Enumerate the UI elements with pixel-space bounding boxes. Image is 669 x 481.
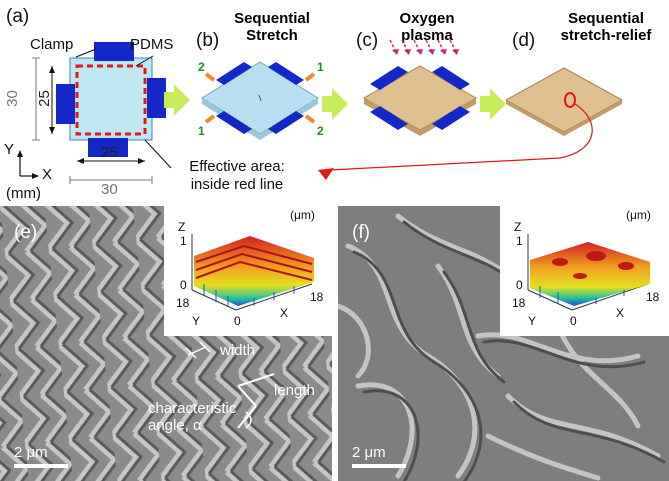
clamp-b-bottom-right (268, 111, 304, 134)
length-label: length (274, 382, 315, 399)
inset-e-z: Z (178, 220, 186, 234)
scale-label-f: 2 μm (352, 444, 386, 461)
title-oxygen-plasma: Oxygen plasma (399, 10, 455, 44)
axis-y-label: Y (4, 141, 15, 158)
angle-arm-1 (237, 385, 257, 407)
relief-schematic (318, 67, 624, 180)
sem-image-f: (f) 2 μm (338, 206, 669, 481)
inset-e-z-bottom: 0 (180, 278, 187, 292)
inset-e-y: Y (192, 314, 201, 328)
inset-f-x: X (616, 306, 625, 320)
panel-label-c: (c) (356, 30, 379, 51)
panel-label-b: (b) (196, 30, 220, 51)
arrow-number-2-bottom: 2 (317, 124, 324, 138)
surface-e (194, 236, 314, 306)
stretch-arrow-se (304, 114, 316, 124)
sem-image-e: (e) width length characteristic angle, α… (0, 206, 332, 481)
arrow-number-1-top: 1 (317, 60, 324, 74)
inset-e-unit: (μm) (290, 208, 315, 222)
angle-label: characteristic angle, α (148, 400, 237, 434)
panel-label-e: (e) (14, 222, 38, 243)
inset-f-z: Z (514, 220, 522, 234)
dim-30-vertical: 30 (3, 90, 21, 107)
oxidized-film (362, 65, 478, 131)
axis-x-label: X (42, 166, 53, 183)
clamp-c-bottom-left (370, 106, 408, 130)
clamp-b-bottom-left (216, 111, 252, 134)
clamp-b-top-right (268, 62, 304, 85)
inset-f-tick-18-right: 18 (646, 290, 660, 304)
clamp-b-top-left (216, 62, 252, 85)
zoom-leader (329, 103, 593, 171)
inset-f-tick-0: 0 (570, 314, 577, 328)
process-arrow-1 (164, 84, 190, 116)
stretch-arrow-sw (204, 114, 216, 124)
clamp-leader (75, 48, 97, 58)
process-arrow-3 (480, 88, 506, 120)
scale-bar-f (352, 464, 406, 468)
zoom-arrow-head (318, 168, 334, 180)
clamp-left (56, 84, 75, 124)
dim-25-vertical: 25 (35, 90, 53, 107)
title-sequential-stretch: Sequential Stretch (234, 10, 310, 44)
inset-f-z-top: 1 (516, 234, 523, 248)
plasma-schematic (362, 39, 478, 136)
angle-arc (245, 411, 252, 429)
clamp-c-top-left (370, 66, 408, 90)
stretch-arrow-ne (304, 72, 316, 82)
inset-f-z-bottom: 0 (516, 278, 523, 292)
clamp-right (147, 78, 166, 118)
inset-f-tick-18-left: 18 (512, 296, 526, 310)
width-label: width (220, 342, 256, 359)
effective-leader (144, 139, 172, 169)
clamp-label: Clamp (30, 36, 74, 53)
clamp-bottom (88, 138, 128, 157)
inset-f-unit: (μm) (626, 208, 651, 222)
pdms-leader (135, 55, 154, 67)
arrow-number-1-bottom: 1 (198, 124, 205, 138)
arrow-number-2-top: 2 (198, 60, 205, 74)
axis-unit-label: (mm) (6, 185, 41, 202)
inset-e-x: X (280, 306, 289, 320)
dim-25-horizontal: 25 (101, 144, 118, 161)
pdms-sheet (69, 57, 153, 141)
inset-e-tick-18-left: 18 (176, 296, 190, 310)
zoom-marker (564, 92, 576, 108)
effective-area-label: Effective area: inside red line (189, 158, 285, 193)
inset-plot-f (527, 234, 650, 311)
clamp-c-top-right (432, 66, 470, 90)
surface-f (530, 242, 650, 306)
stretch-schematic (201, 61, 319, 140)
stretch-arrow-nw (204, 72, 216, 82)
inset-e-z-top: 1 (180, 234, 187, 248)
schematic-a (17, 39, 624, 184)
angle-arm-2 (237, 405, 257, 429)
title-sequential-stretch-relief: Sequential stretch-relief (560, 10, 652, 44)
panel-label-d: (d) (512, 30, 536, 51)
inset-f-y: Y (528, 314, 537, 328)
effective-area-line (75, 64, 147, 136)
dim-30-horizontal: 30 (101, 181, 118, 198)
inset-plot-e (191, 234, 314, 311)
scale-bar-e (14, 464, 68, 468)
clamp-c-bottom-right (432, 106, 470, 130)
length-line (237, 373, 275, 387)
inset-e-tick-18-right: 18 (310, 290, 324, 304)
inset-e: (μm) Z 1 0 18 Y 0 X 18 (164, 206, 332, 336)
clamp-top (94, 42, 134, 61)
process-arrow-2 (322, 88, 348, 120)
inset-f: (μm) Z 1 0 18 Y 0 X 18 (500, 206, 669, 336)
panel-label-f: (f) (352, 222, 370, 243)
inset-e-tick-0: 0 (234, 314, 241, 328)
panel-label-a: (a) (6, 6, 30, 27)
pdms-label: PDMS (130, 36, 174, 53)
scale-label-e: 2 μm (14, 444, 48, 461)
